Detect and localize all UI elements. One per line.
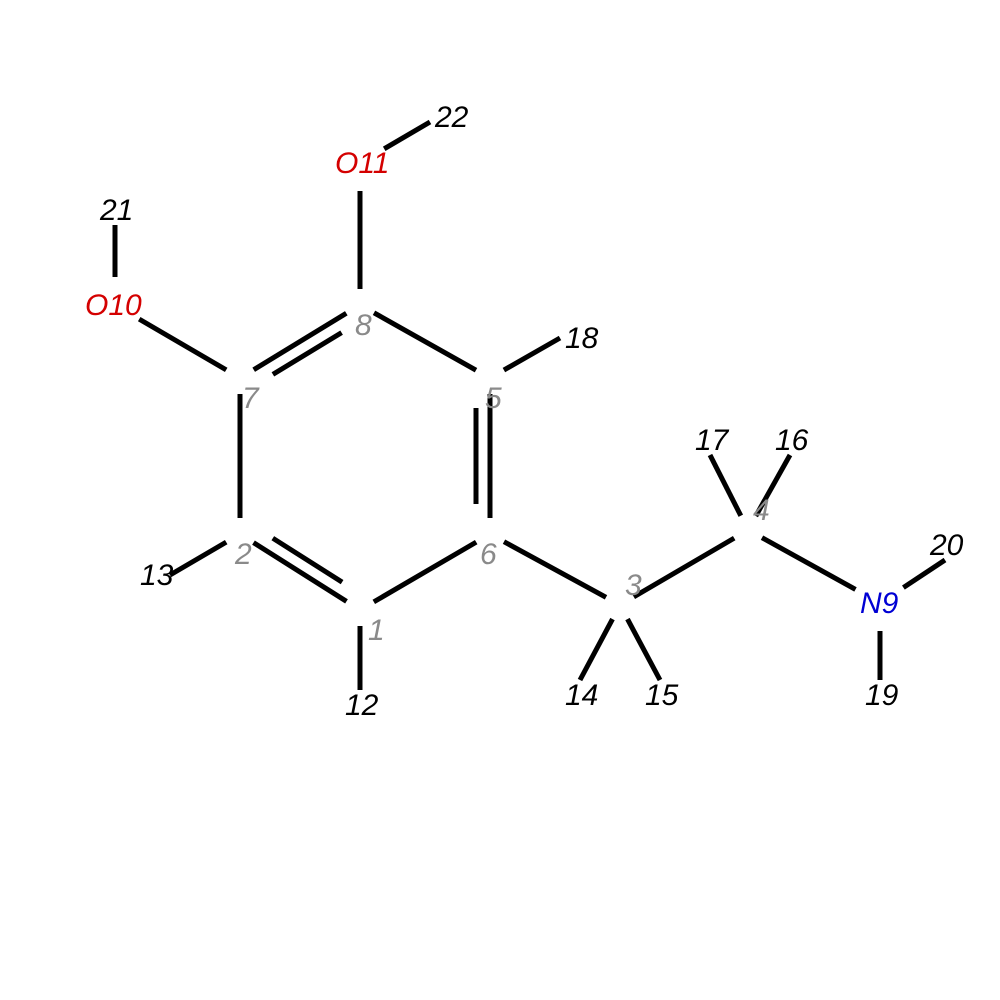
atom-label-11: O11 — [335, 147, 389, 180]
atom-label-3: 3 — [625, 569, 642, 602]
bond-line — [634, 538, 734, 597]
atom-label-15: 15 — [645, 679, 679, 712]
atom-label-12: 12 — [345, 689, 379, 722]
bond-line — [374, 542, 476, 602]
atom-label-17: 17 — [695, 424, 730, 457]
bond-line — [762, 538, 856, 590]
atom-label-19: 19 — [865, 679, 899, 712]
atom-label-18: 18 — [565, 322, 599, 355]
bond-line — [903, 560, 945, 588]
bond-line — [504, 542, 606, 598]
bond-line — [374, 313, 476, 370]
atom-label-2: 2 — [234, 538, 252, 571]
atom-label-7: 7 — [242, 382, 260, 415]
molecule-diagram: 12345678N9O10O111213141516171819202122 — [0, 0, 1000, 1000]
atom-label-16: 16 — [775, 424, 809, 457]
bond-line — [580, 619, 613, 680]
bond-line — [170, 542, 226, 575]
atom-label-10: O10 — [85, 289, 142, 322]
bond-line — [710, 455, 741, 516]
bond-line — [254, 313, 347, 369]
bond-line — [384, 122, 430, 149]
atom-label-21: 21 — [99, 194, 133, 227]
atom-label-1: 1 — [368, 614, 385, 647]
bond-line — [139, 319, 226, 370]
bond-line — [254, 543, 347, 602]
atom-label-20: 20 — [929, 529, 964, 562]
atom-label-13: 13 — [140, 559, 174, 592]
atom-label-4: 4 — [753, 494, 770, 527]
atom-label-22: 22 — [434, 101, 469, 134]
atom-label-5: 5 — [485, 382, 502, 415]
atom-label-9: N9 — [860, 587, 899, 620]
bond-line — [628, 619, 661, 680]
atom-label-8: 8 — [355, 309, 372, 342]
bond-line — [504, 338, 560, 370]
atom-label-14: 14 — [565, 679, 598, 712]
atom-label-6: 6 — [480, 538, 497, 571]
